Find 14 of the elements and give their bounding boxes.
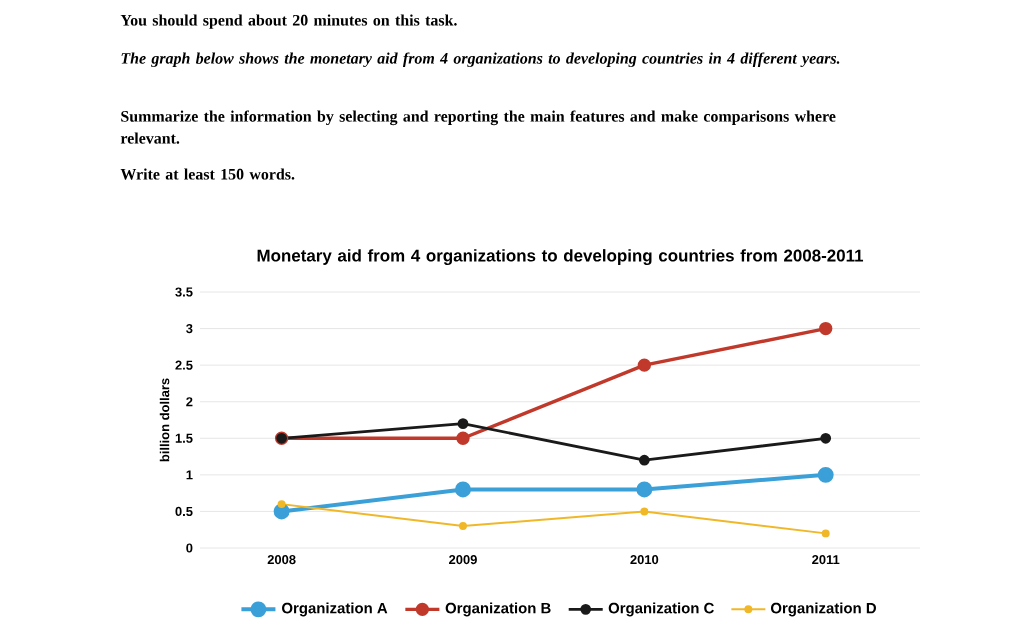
point [819, 321, 833, 336]
point [640, 507, 649, 516]
point [459, 522, 467, 531]
point [456, 431, 470, 445]
point [637, 358, 652, 372]
chart-title: Monetary aid from 4 organizations to developing countries from 2008-2011 [257, 249, 864, 266]
point [277, 500, 286, 509]
point [817, 466, 834, 483]
point [455, 481, 471, 498]
point [820, 432, 832, 444]
point [638, 454, 650, 466]
point [457, 418, 469, 430]
point [821, 529, 830, 538]
point [636, 481, 653, 498]
